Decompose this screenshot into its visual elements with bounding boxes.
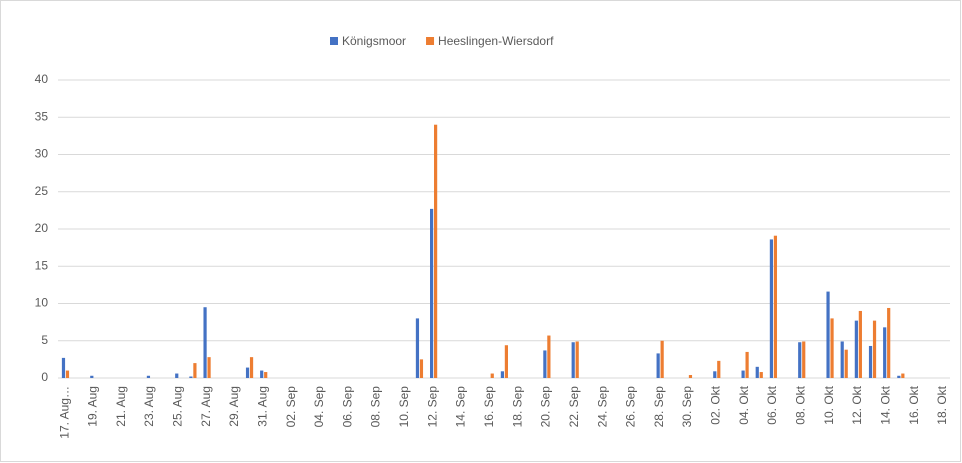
x-tick-label: 14. Sep (454, 386, 468, 428)
bar (872, 320, 877, 378)
x-tick-label: 16. Okt (907, 385, 921, 424)
bar (490, 373, 494, 378)
bar (65, 370, 70, 378)
x-tick-label: 24. Sep (595, 386, 609, 428)
x-tick-label: 08. Okt (794, 385, 808, 424)
x-tick-label: 18. Okt (935, 385, 949, 424)
bar (844, 349, 848, 378)
x-tick-label: 29. Aug (227, 386, 241, 427)
bar (264, 372, 268, 378)
y-tick-label: 5 (41, 333, 48, 347)
bar (868, 345, 873, 378)
bar (901, 373, 905, 378)
bar (755, 366, 759, 378)
y-tick-label: 0 (41, 370, 48, 384)
bar (741, 370, 745, 378)
bar (571, 342, 575, 378)
x-tick-label: 31. Aug (255, 386, 269, 427)
bar (419, 359, 424, 378)
bar (769, 239, 774, 378)
bar (660, 340, 664, 378)
bar (826, 291, 830, 378)
bar (203, 307, 207, 378)
x-tick-label: 08. Sep (369, 386, 383, 428)
bar (175, 373, 179, 378)
x-tick-label: 22. Sep (567, 386, 581, 428)
bar (547, 335, 551, 378)
x-tick-label: 28. Sep (652, 386, 666, 428)
bar (543, 350, 547, 378)
bar (260, 370, 264, 378)
bar (717, 360, 721, 378)
bar (897, 375, 901, 378)
y-tick-label: 20 (35, 221, 49, 235)
x-tick-label: 04. Okt (737, 385, 751, 424)
y-tick-label: 25 (35, 184, 49, 198)
x-tick-label: 12. Okt (850, 385, 864, 424)
bar (688, 375, 693, 378)
y-tick-label: 30 (35, 147, 49, 161)
bar (854, 320, 858, 378)
bar (759, 372, 763, 378)
x-tick-label: 02. Sep (284, 386, 298, 428)
y-tick-label: 15 (35, 258, 49, 272)
x-tick-label: 16. Sep (482, 386, 496, 428)
x-tick-label: 06. Sep (340, 386, 354, 428)
legend-label: Königsmoor (342, 34, 406, 48)
x-tick-label: 04. Sep (312, 386, 326, 428)
bar (858, 310, 862, 378)
bar (434, 124, 438, 378)
x-tick-label: 14. Okt (878, 385, 892, 424)
bar (193, 363, 197, 378)
bar (146, 375, 151, 378)
bar (773, 235, 778, 378)
x-tick-label: 02. Okt (709, 385, 723, 424)
bar (504, 345, 508, 378)
x-tick-label: 23. Aug (142, 386, 156, 427)
x-tick-label: 12. Sep (425, 386, 439, 428)
bar (802, 341, 806, 378)
bar (245, 367, 250, 378)
bar (798, 342, 802, 378)
bar (745, 351, 749, 378)
bar (189, 376, 193, 378)
bar (430, 208, 434, 378)
bar (249, 357, 254, 378)
bar (61, 357, 66, 378)
legend-swatch (426, 37, 435, 45)
x-tick-label: 20. Sep (539, 386, 553, 428)
y-tick-label: 10 (35, 296, 49, 310)
bar (90, 375, 94, 378)
x-tick-label: 26. Sep (624, 386, 638, 428)
bar (883, 327, 887, 378)
bar (415, 318, 420, 378)
bar (500, 371, 504, 378)
x-tick-label: 27. Aug (199, 386, 213, 427)
x-tick-label: 30. Sep (680, 386, 694, 428)
x-tick-label: 06. Okt (765, 385, 779, 424)
x-tick-label: 17. Aug… (57, 386, 71, 439)
x-tick-label: 10. Sep (397, 386, 411, 428)
bar (830, 318, 834, 378)
x-tick-label: 18. Sep (510, 386, 524, 428)
bar (840, 341, 844, 378)
x-tick-label: 10. Okt (822, 385, 836, 424)
bar (887, 307, 891, 378)
y-tick-label: 35 (35, 109, 49, 123)
legend-swatch (330, 37, 338, 45)
bar (656, 353, 660, 378)
y-tick-label: 40 (35, 72, 49, 86)
x-tick-label: 19. Aug (86, 386, 100, 427)
bar (713, 371, 717, 378)
bar (575, 341, 579, 378)
bar (207, 357, 211, 378)
x-tick-label: 21. Aug (114, 386, 128, 427)
x-tick-label: 25. Aug (171, 386, 185, 427)
legend-label: Heeslingen-Wiersdorf (438, 34, 554, 48)
